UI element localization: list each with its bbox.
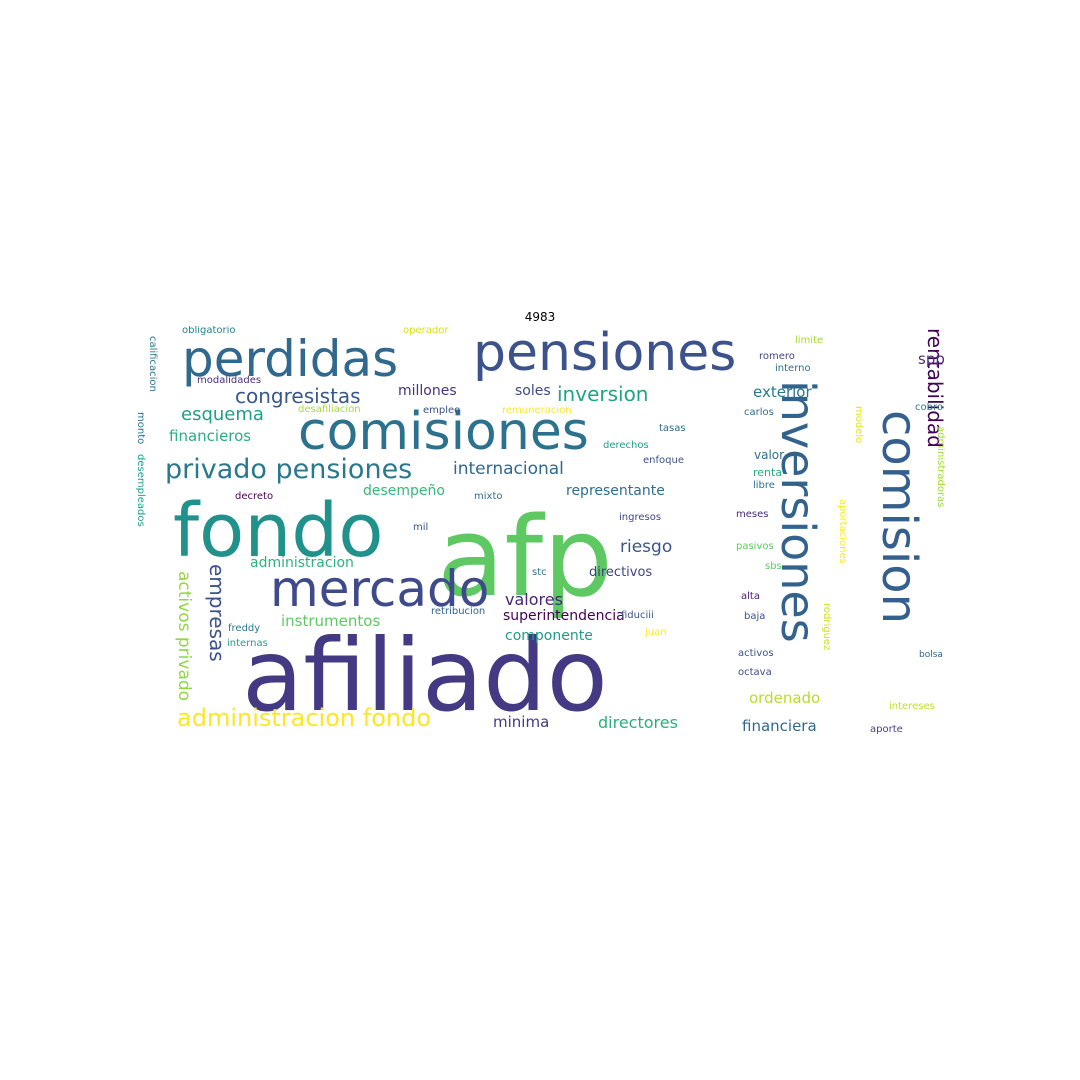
cloud-word-75: aportaciones [837, 499, 848, 564]
cloud-word-27: administracion [250, 555, 354, 571]
cloud-word-23: millones [398, 383, 457, 399]
cloud-word-42: libre [753, 480, 775, 491]
cloud-word-49: empleo [423, 405, 461, 416]
cloud-word-13: congresistas [235, 384, 361, 408]
cloud-word-41: renta [753, 466, 783, 479]
cloud-word-79: monto [135, 412, 146, 445]
cloud-word-25: exterior [753, 383, 812, 401]
cloud-word-5: pensiones [473, 326, 737, 383]
cloud-word-58: mixto [474, 491, 503, 502]
cloud-word-71: octava [738, 667, 772, 678]
cloud-word-62: meses [736, 509, 769, 520]
cloud-word-57: decreto [235, 491, 274, 502]
cloud-word-72: intereses [889, 701, 935, 712]
cloud-word-55: tasas [659, 423, 686, 434]
cloud-word-26: desempeño [363, 483, 445, 499]
cloud-word-51: limite [795, 335, 824, 346]
cloud-word-39: directivos [589, 565, 653, 580]
cloud-word-59: ingresos [619, 512, 662, 523]
cloud-word-35: financiera [742, 717, 817, 735]
cloud-word-74: rodriguez [821, 603, 832, 651]
cloud-word-40: valor [754, 448, 785, 462]
cloud-word-65: stc [532, 567, 547, 578]
cloud-word-31: directores [598, 713, 678, 732]
cloud-word-43: alta [741, 591, 760, 602]
cloud-word-32: componente [505, 628, 593, 644]
cloud-word-15: empresas [205, 564, 229, 662]
cloud-word-19: activos privado [174, 571, 194, 702]
cloud-word-70: activos [738, 648, 774, 659]
cloud-word-44: baja [744, 611, 766, 622]
cloud-word-61: mil [413, 522, 429, 533]
cloud-word-78: calificacion [147, 336, 158, 392]
cloud-word-17: esquema [181, 404, 264, 425]
cloud-word-29: instrumentos [281, 612, 381, 630]
cloud-word-12: administracion fondo [177, 704, 432, 732]
cloud-word-80: desempleados [135, 454, 146, 527]
cloud-word-54: carlos [744, 407, 774, 418]
cloud-word-81: fiduciii [621, 610, 654, 621]
cloud-word-66: freddy [228, 623, 261, 634]
cloud-word-24: soles [515, 383, 551, 399]
cloud-word-48: desafiliacion [298, 404, 361, 415]
cloud-word-18: internacional [453, 459, 564, 479]
cloud-word-4: comisiones [298, 402, 589, 462]
cloud-word-16: spp [918, 350, 945, 368]
cloud-word-46: operador [403, 326, 449, 336]
cloud-word-30: minima [493, 713, 550, 731]
cloud-word-34: ordenado [749, 689, 821, 707]
cloud-word-11: privado pensiones [165, 454, 413, 485]
cloud-word-9: inversiones [771, 380, 825, 643]
cloud-word-22: financieros [169, 427, 252, 445]
cloud-word-67: retribucion [431, 606, 486, 617]
cloud-word-56: enfoque [643, 455, 684, 466]
cloud-word-73: aporte [870, 724, 903, 735]
cloud-word-60: derechos [603, 440, 649, 451]
cloud-word-33: representante [566, 483, 665, 499]
cloud-word-68: juan [645, 627, 667, 638]
cloud-word-20: valores [505, 590, 563, 609]
cloud-word-8: comision [871, 410, 927, 624]
cloud-word-47: modalidades [197, 375, 262, 386]
cloud-word-52: romero [759, 351, 795, 362]
cloud-word-14: inversion [557, 382, 649, 406]
cloud-word-3: fondo [173, 488, 384, 574]
cloud-word-7: mercado [270, 560, 490, 618]
cloud-word-28: superintendencia [503, 608, 625, 624]
cloud-word-2: afiliado [242, 617, 608, 734]
cloud-word-50: remuneracion [502, 405, 572, 416]
cloud-word-53: interno [775, 363, 811, 374]
cloud-word-6: perdidas [182, 330, 399, 388]
cloud-word-63: pasivos [736, 541, 774, 552]
cloud-word-1: afp [437, 493, 613, 621]
word-cloud: afp afiliado fondo comisiones pensiones perdi… [135, 326, 945, 746]
cloud-word-69: internas [227, 638, 268, 649]
cloud-word-38: bolsa [919, 650, 943, 660]
cloud-word-21: riesgo [620, 537, 673, 557]
figure-title: 4983 [524, 310, 556, 324]
cloud-word-37: cobro [915, 402, 943, 413]
cloud-word-64: sbs [765, 561, 782, 572]
cloud-word-45: obligatorio [182, 326, 236, 336]
cloud-word-76: modelo [853, 406, 864, 444]
cloud-word-36: administradoras [935, 426, 945, 508]
